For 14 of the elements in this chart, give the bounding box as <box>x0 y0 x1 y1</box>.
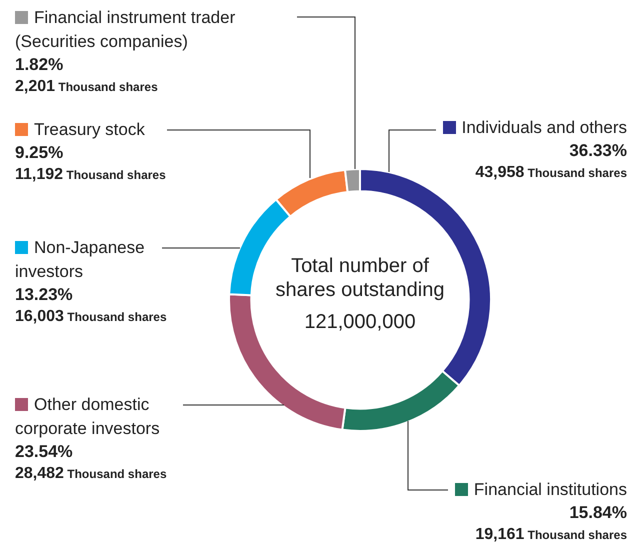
legend-label: Individuals and others <box>462 118 627 137</box>
legend-label: Other domestic corporate investors <box>15 395 160 438</box>
legend-label: Financial instrument trader (Securities companies) <box>15 8 236 51</box>
text: Total number of shares outstanding <box>274 254 446 302</box>
legend-label: Treasury stock <box>34 120 145 139</box>
data-label: 13.23% 16,003 Thousand shares <box>15 284 167 325</box>
data-label: 9.25% 11,192 Thousand shares <box>15 142 166 183</box>
text: 36.33% 43,958 Thousand shares <box>475 141 627 181</box>
text: 121,000,000 <box>303 310 417 334</box>
data-label: 23.54% 28,482 Thousand shares <box>15 441 168 482</box>
legend-label: Non-Japanese investors <box>15 238 145 281</box>
legend-label: Financial institutions <box>474 480 627 499</box>
data-label: 1.82% 2,201 Thousand shares <box>15 54 159 95</box>
text: 15.84% 19,161 Thousand shares <box>475 503 627 543</box>
